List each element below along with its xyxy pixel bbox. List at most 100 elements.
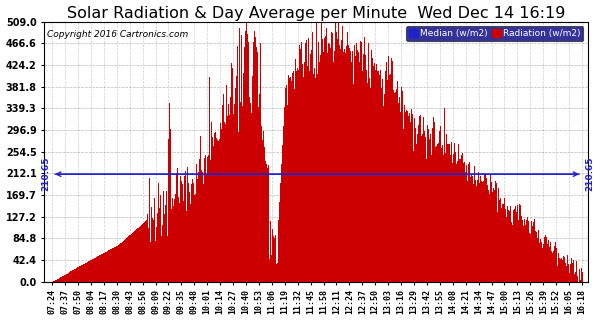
Bar [165, 204, 166, 282]
Bar [568, 264, 569, 282]
Bar [536, 232, 537, 282]
Bar [235, 88, 236, 282]
Bar [437, 143, 439, 282]
Bar [221, 129, 223, 282]
Bar [426, 159, 427, 282]
Bar [148, 228, 149, 282]
Bar [555, 243, 556, 282]
Bar [229, 115, 230, 282]
Bar [76, 268, 77, 282]
Bar [520, 205, 521, 282]
Bar [56, 279, 58, 282]
Bar [374, 63, 375, 282]
Bar [382, 79, 383, 282]
Bar [243, 74, 244, 282]
Bar [74, 269, 76, 282]
Bar [552, 253, 553, 282]
Bar [427, 125, 428, 282]
Bar [239, 28, 240, 282]
Bar [541, 242, 542, 282]
Bar [482, 182, 483, 282]
Bar [71, 271, 73, 282]
Bar [394, 93, 395, 282]
Bar [257, 52, 258, 282]
Bar [422, 133, 423, 282]
Bar [162, 225, 163, 282]
Bar [398, 103, 399, 282]
Bar [580, 280, 581, 282]
Bar [506, 217, 507, 282]
Bar [357, 50, 358, 282]
Bar [400, 112, 401, 282]
Bar [246, 22, 247, 282]
Bar [97, 257, 98, 282]
Bar [317, 42, 319, 282]
Bar [463, 163, 464, 282]
Bar [116, 246, 117, 282]
Bar [508, 210, 509, 282]
Bar [120, 244, 121, 282]
Bar [535, 231, 536, 282]
Bar [510, 205, 511, 282]
Bar [390, 74, 391, 282]
Bar [407, 111, 408, 282]
Legend: Median (w/m2), Radiation (w/m2): Median (w/m2), Radiation (w/m2) [406, 26, 583, 41]
Bar [70, 271, 71, 282]
Bar [200, 136, 202, 282]
Bar [164, 214, 165, 282]
Bar [425, 137, 426, 282]
Bar [368, 43, 369, 282]
Bar [67, 274, 68, 282]
Bar [392, 61, 393, 282]
Bar [314, 78, 316, 282]
Text: Copyright 2016 Cartronics.com: Copyright 2016 Cartronics.com [47, 29, 188, 38]
Bar [397, 81, 398, 282]
Bar [122, 242, 123, 282]
Bar [383, 106, 384, 282]
Bar [173, 199, 175, 282]
Bar [542, 248, 543, 282]
Bar [429, 139, 430, 282]
Bar [109, 250, 110, 282]
Bar [82, 265, 83, 282]
Bar [355, 56, 356, 282]
Bar [491, 182, 492, 282]
Bar [571, 258, 572, 282]
Bar [113, 248, 114, 282]
Bar [472, 176, 473, 282]
Bar [304, 62, 305, 282]
Bar [556, 249, 557, 282]
Bar [182, 201, 184, 282]
Bar [254, 31, 255, 282]
Bar [443, 108, 445, 282]
Bar [487, 185, 488, 282]
Bar [386, 62, 387, 282]
Bar [439, 131, 440, 282]
Bar [127, 237, 128, 282]
Bar [385, 71, 386, 282]
Bar [452, 154, 454, 282]
Bar [265, 161, 266, 282]
Bar [458, 144, 460, 282]
Bar [269, 259, 270, 282]
Bar [572, 260, 574, 282]
Bar [225, 124, 226, 282]
Bar [143, 223, 144, 282]
Bar [539, 243, 540, 282]
Bar [129, 236, 130, 282]
Bar [178, 197, 179, 282]
Bar [509, 211, 510, 282]
Bar [484, 173, 485, 282]
Bar [238, 132, 239, 282]
Bar [495, 181, 496, 282]
Bar [147, 214, 148, 282]
Bar [161, 236, 162, 282]
Bar [340, 49, 341, 282]
Bar [481, 181, 482, 282]
Bar [490, 174, 491, 282]
Bar [366, 70, 367, 282]
Bar [448, 144, 449, 282]
Bar [300, 49, 301, 282]
Bar [112, 248, 113, 282]
Bar [343, 52, 344, 282]
